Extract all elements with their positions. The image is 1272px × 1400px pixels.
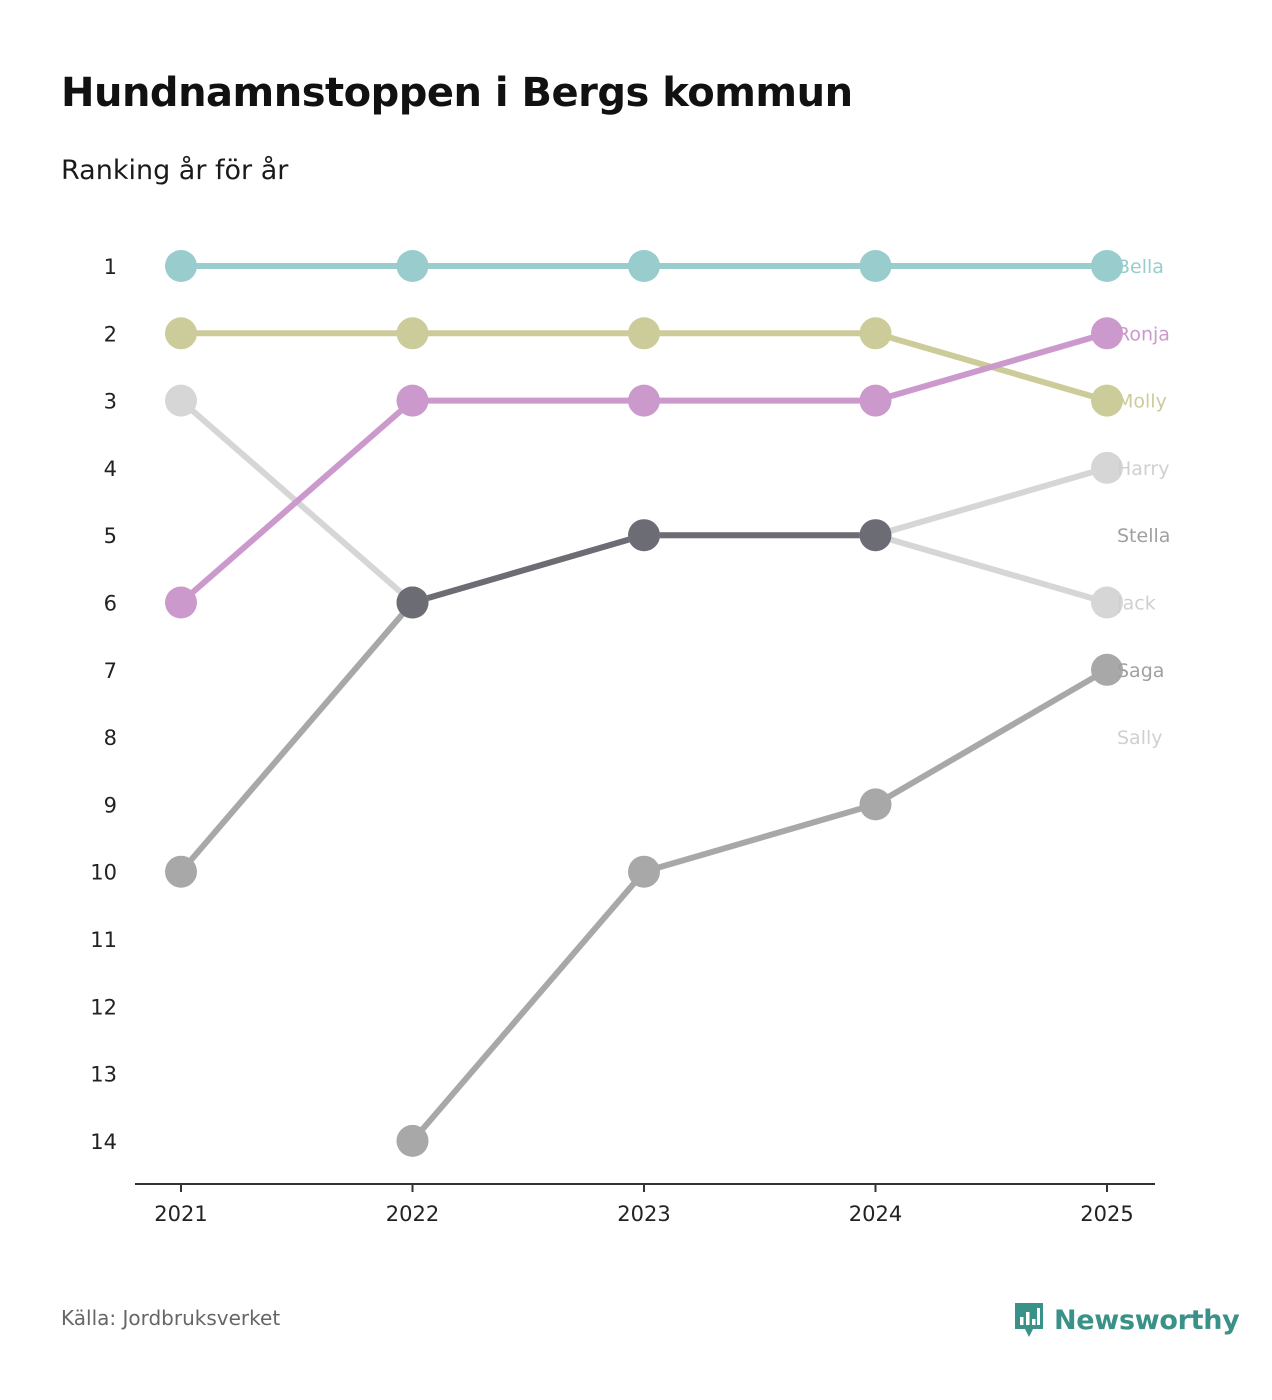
y-tick-label: 9 bbox=[104, 793, 117, 817]
end-labels: Bella Ronja Molly Harry Stella Jack Saga Sally bbox=[1116, 256, 1170, 749]
y-tick-label: 4 bbox=[104, 457, 117, 481]
data-point-sally[interactable] bbox=[165, 384, 197, 417]
brand-logo[interactable]: Newsworthy bbox=[1012, 1300, 1240, 1340]
series-points bbox=[165, 250, 1123, 1157]
end-label-bella: Bella bbox=[1117, 256, 1164, 278]
x-tick-label: 2022 bbox=[386, 1202, 439, 1226]
data-point-stella[interactable] bbox=[165, 855, 197, 888]
chart-subtitle: Ranking år för år bbox=[61, 155, 289, 186]
data-point-stella-rank-5[interactable] bbox=[859, 519, 892, 552]
data-point-saga[interactable] bbox=[396, 1124, 429, 1157]
newsworthy-logo-icon bbox=[1015, 1303, 1043, 1337]
data-point-ronja[interactable] bbox=[1091, 317, 1123, 350]
y-tick-label: 1 bbox=[104, 255, 117, 279]
data-point-saga[interactable] bbox=[859, 788, 892, 821]
y-tick-label: 5 bbox=[104, 524, 117, 548]
y-tick-label: 13 bbox=[90, 1063, 117, 1087]
x-tick-label: 2021 bbox=[154, 1202, 207, 1226]
data-point-molly[interactable] bbox=[859, 317, 892, 350]
y-tick-label: 2 bbox=[104, 322, 117, 346]
y-tick-label: 11 bbox=[90, 928, 117, 952]
data-point-bella[interactable] bbox=[396, 250, 429, 282]
y-tick-label: 7 bbox=[104, 659, 117, 683]
series-line-saga bbox=[409, 666, 1110, 1144]
y-tick-label: 12 bbox=[90, 995, 117, 1019]
data-point-harry[interactable] bbox=[1091, 451, 1123, 484]
end-label-harry: Harry bbox=[1117, 458, 1169, 480]
y-tick-label: 8 bbox=[104, 726, 117, 750]
x-tick-label: 2024 bbox=[849, 1202, 902, 1226]
data-point-saga[interactable] bbox=[628, 855, 660, 888]
data-point-ronja[interactable] bbox=[396, 384, 429, 417]
end-label-stella: Stella bbox=[1117, 525, 1170, 547]
data-point-saga[interactable] bbox=[1091, 653, 1123, 686]
end-label-sally: Sally bbox=[1117, 727, 1163, 749]
y-tick-label: 3 bbox=[104, 390, 117, 414]
data-point-bella[interactable] bbox=[1091, 250, 1123, 282]
data-point-ronja[interactable] bbox=[859, 384, 892, 417]
series-line-stella bbox=[178, 599, 416, 875]
brand-name: Newsworthy bbox=[1054, 1304, 1240, 1336]
x-axis: 2021 2022 2023 2024 2025 bbox=[135, 1183, 1155, 1226]
x-tick-label: 2023 bbox=[617, 1202, 670, 1226]
y-tick-label: 14 bbox=[90, 1130, 117, 1154]
y-tick-label: 6 bbox=[104, 592, 117, 616]
data-point-bella[interactable] bbox=[628, 250, 660, 282]
data-point-bella[interactable] bbox=[165, 250, 197, 282]
data-point-molly[interactable] bbox=[165, 317, 197, 350]
end-label-saga: Saga bbox=[1117, 660, 1164, 682]
end-label-molly: Molly bbox=[1117, 391, 1167, 413]
data-point-ronja[interactable] bbox=[165, 586, 197, 619]
end-label-jack: Jack bbox=[1116, 593, 1156, 615]
data-point-stella-rank-5[interactable] bbox=[396, 586, 429, 619]
data-point-molly[interactable] bbox=[396, 317, 429, 350]
data-point-jack[interactable] bbox=[1091, 586, 1123, 619]
chart-title: Hundnamnstoppen i Bergs kommun bbox=[61, 70, 853, 116]
series-line-jack bbox=[872, 532, 1110, 606]
data-point-ronja[interactable] bbox=[628, 384, 660, 417]
x-tick-label: 2025 bbox=[1080, 1202, 1133, 1226]
source-note: Källa: Jordbruksverket bbox=[61, 1306, 281, 1330]
data-point-stella-rank-5[interactable] bbox=[628, 519, 660, 552]
data-point-bella[interactable] bbox=[859, 250, 892, 282]
data-point-molly[interactable] bbox=[628, 317, 660, 350]
data-point-molly[interactable] bbox=[1091, 384, 1123, 417]
y-tick-label: 10 bbox=[90, 861, 117, 885]
end-label-ronja: Ronja bbox=[1117, 323, 1170, 345]
